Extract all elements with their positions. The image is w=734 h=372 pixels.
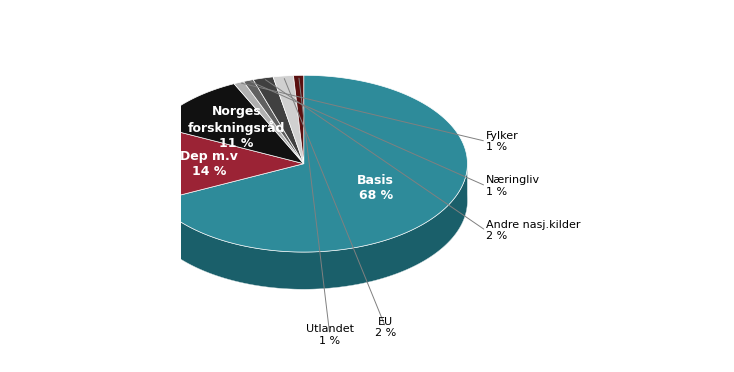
Polygon shape xyxy=(294,112,304,201)
Text: EU
2 %: EU 2 % xyxy=(375,317,396,338)
Polygon shape xyxy=(156,121,304,201)
Text: Utlandet
1 %: Utlandet 1 % xyxy=(306,324,354,346)
Polygon shape xyxy=(234,119,304,201)
Polygon shape xyxy=(140,163,304,238)
Polygon shape xyxy=(156,112,468,289)
Polygon shape xyxy=(234,81,304,164)
Polygon shape xyxy=(253,77,304,164)
Text: Dep m.v
14 %: Dep m.v 14 % xyxy=(180,150,238,178)
Polygon shape xyxy=(273,113,304,201)
Polygon shape xyxy=(140,164,156,238)
Text: Norges
forskningsråd
11 %: Norges forskningsråd 11 % xyxy=(188,105,286,150)
Polygon shape xyxy=(294,75,304,164)
Polygon shape xyxy=(156,75,468,252)
Text: Næringliv
1 %: Næringliv 1 % xyxy=(486,175,540,197)
Polygon shape xyxy=(244,117,304,201)
Polygon shape xyxy=(156,165,468,289)
Polygon shape xyxy=(156,84,304,164)
Polygon shape xyxy=(253,114,304,201)
Text: Andre nasj.kilder
2 %: Andre nasj.kilder 2 % xyxy=(486,220,581,241)
Text: Fylker
1 %: Fylker 1 % xyxy=(486,131,519,152)
Text: Basis
68 %: Basis 68 % xyxy=(357,174,394,202)
Polygon shape xyxy=(273,76,304,164)
Polygon shape xyxy=(140,126,304,201)
Polygon shape xyxy=(244,80,304,164)
